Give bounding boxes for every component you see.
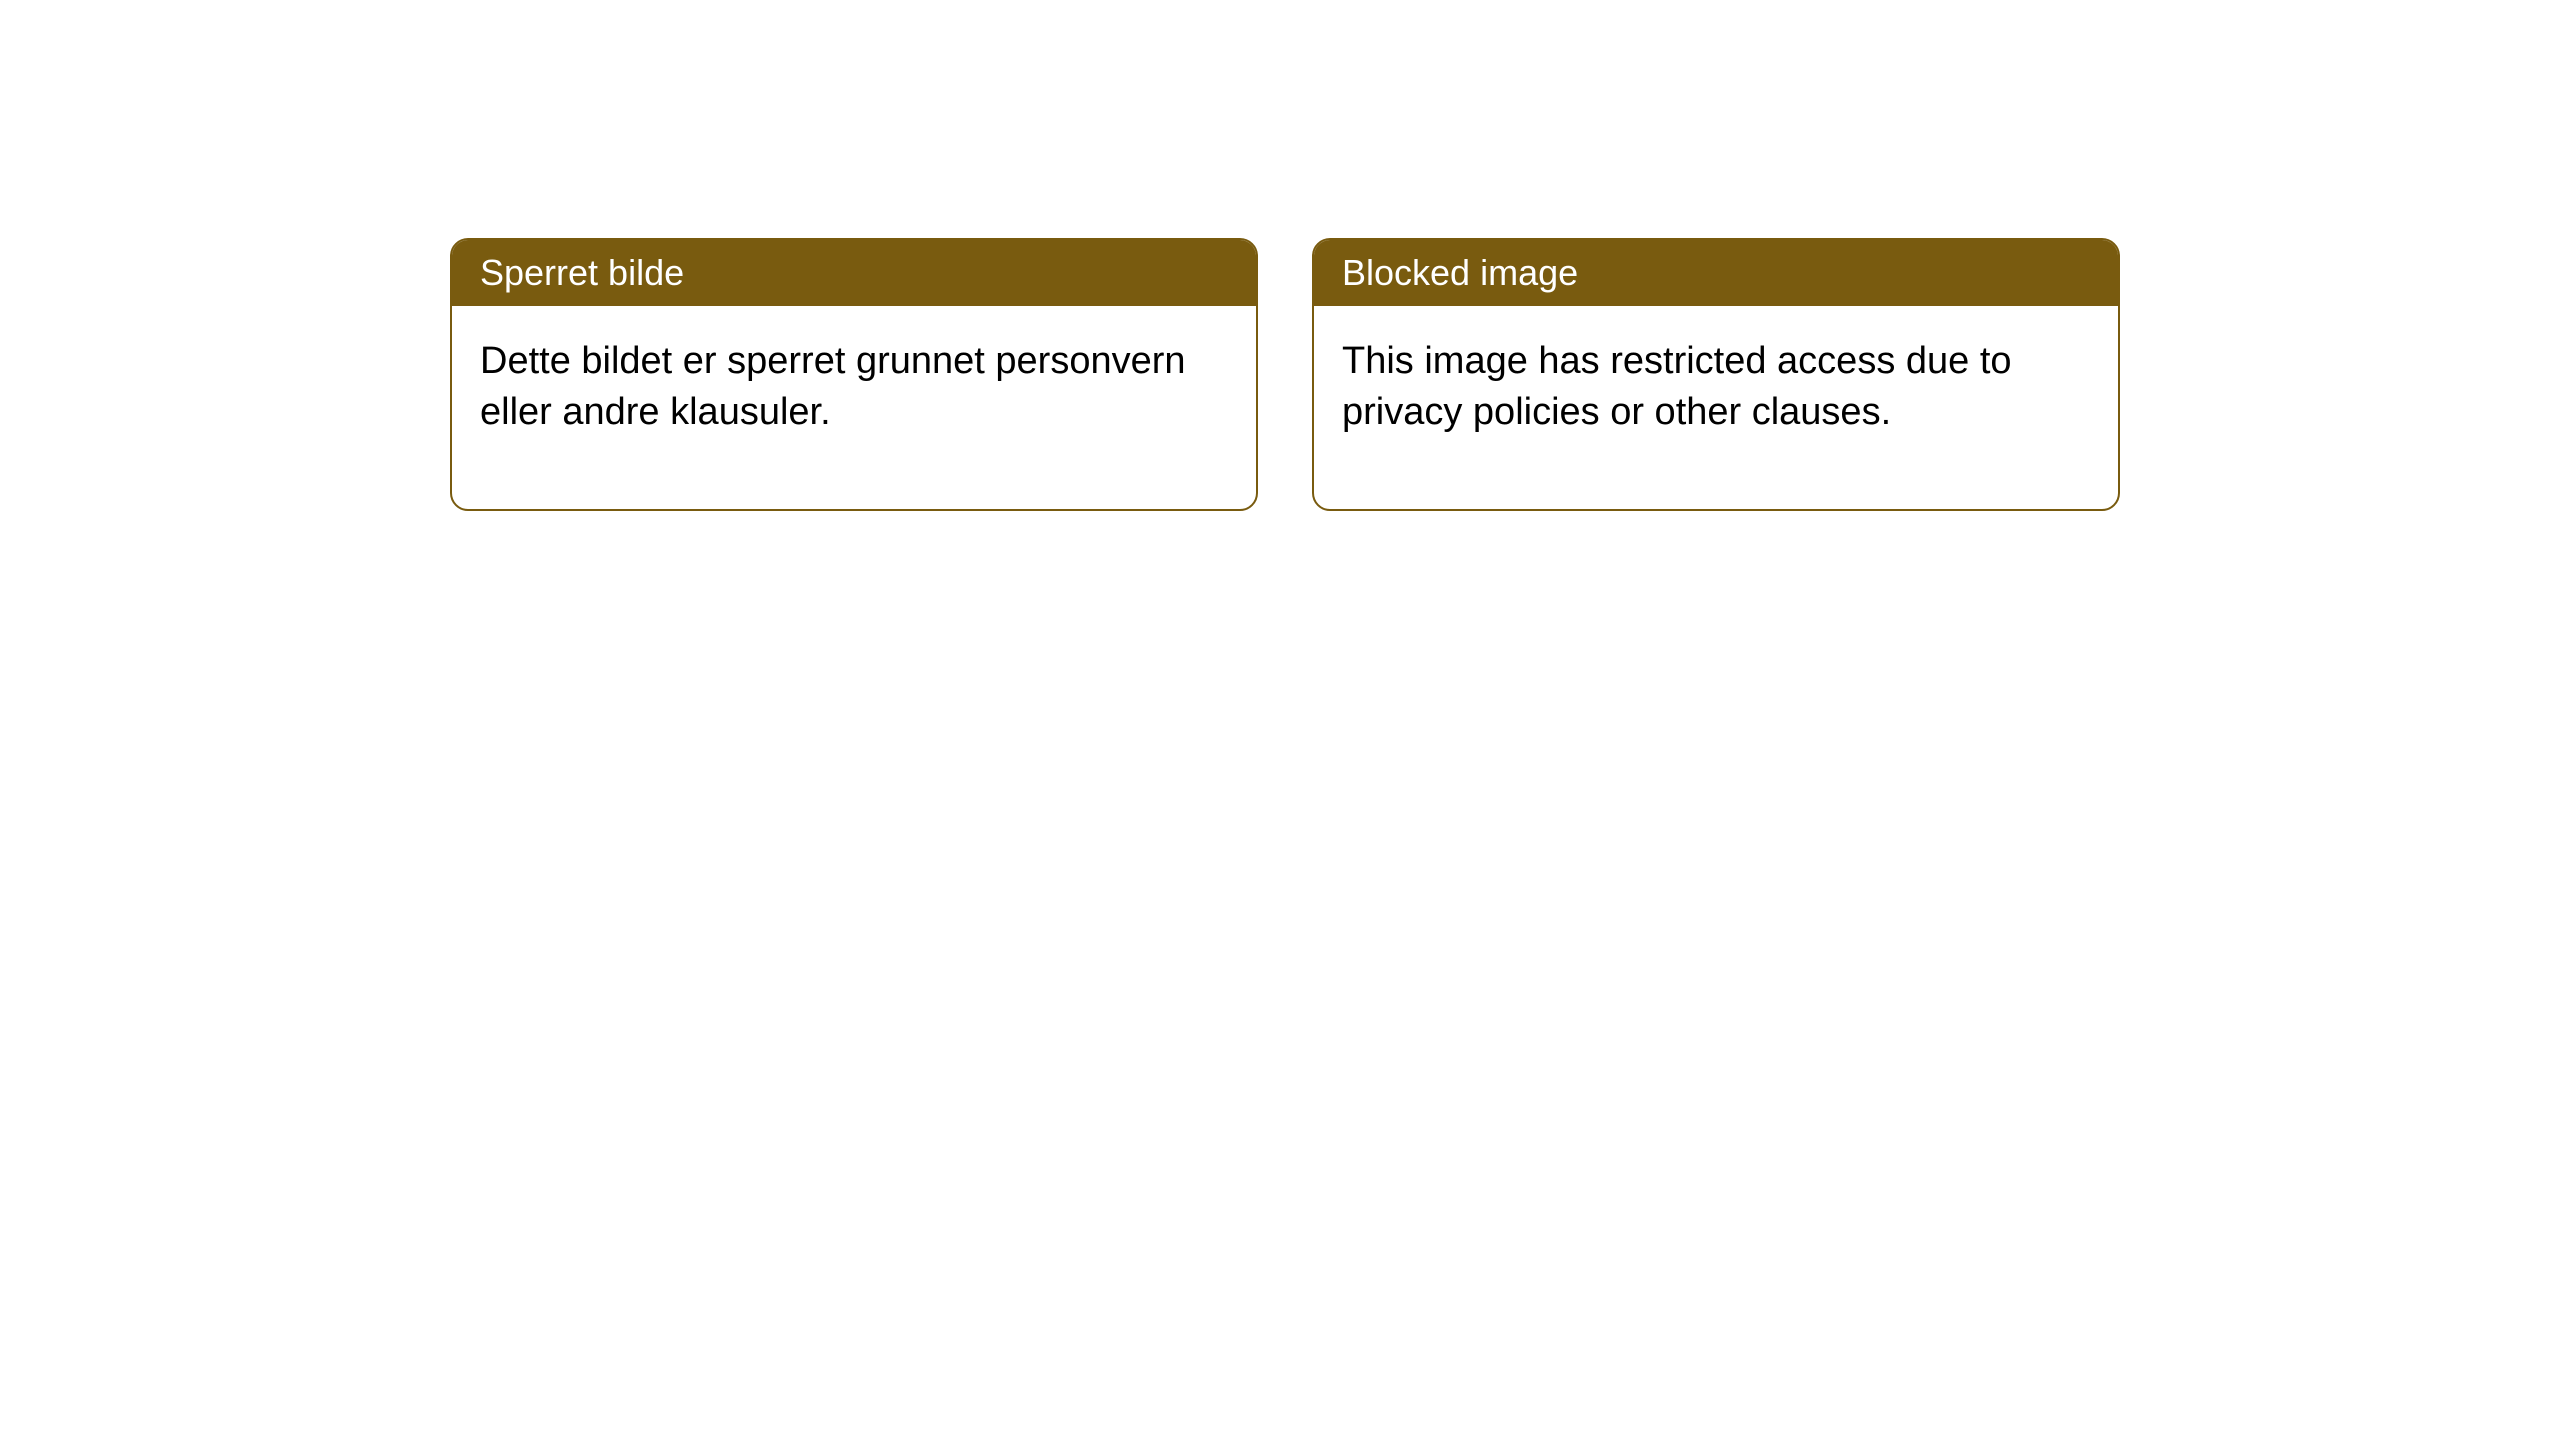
notice-container: Sperret bilde Dette bildet er sperret gr… xyxy=(450,238,2120,511)
notice-body: This image has restricted access due to … xyxy=(1314,306,2118,509)
notice-title: Blocked image xyxy=(1314,240,2118,306)
notice-title: Sperret bilde xyxy=(452,240,1256,306)
notice-body: Dette bildet er sperret grunnet personve… xyxy=(452,306,1256,509)
notice-card-english: Blocked image This image has restricted … xyxy=(1312,238,2120,511)
notice-card-norwegian: Sperret bilde Dette bildet er sperret gr… xyxy=(450,238,1258,511)
